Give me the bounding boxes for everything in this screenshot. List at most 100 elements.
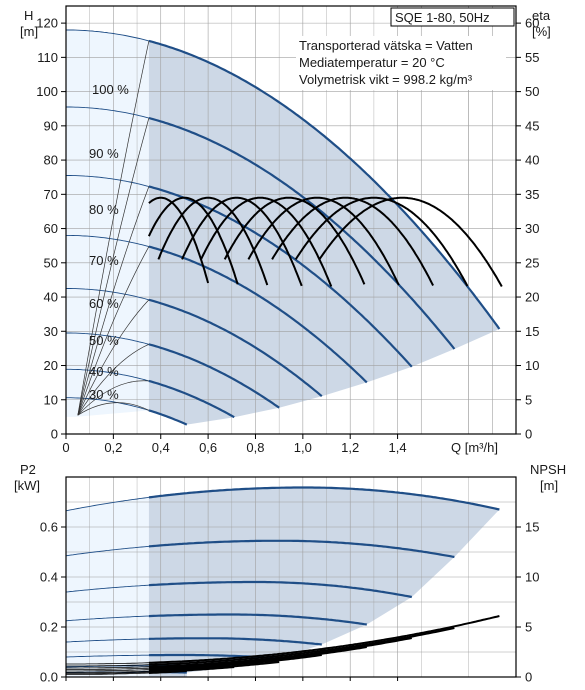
qh-curve — [148, 116, 456, 350]
qh-curve — [148, 39, 501, 330]
y-tick-label-left: 120 — [36, 16, 58, 31]
y-tick-label-left: 0 — [51, 427, 58, 442]
x-tick-label: 0,2 — [104, 440, 122, 455]
qh-curve-extension — [66, 175, 150, 187]
power-curve-extension — [66, 496, 149, 512]
npsh-curve-extension — [66, 671, 149, 674]
qh-curve-extension — [66, 397, 150, 411]
power-curve — [148, 539, 455, 559]
annotation-fluid: Transporterad vätska = Vatten — [299, 38, 473, 53]
x-tick-label: 0,6 — [199, 440, 217, 455]
power-curve — [148, 613, 367, 626]
x-tick-label: 1,4 — [389, 440, 407, 455]
speed-label: 100 % — [92, 82, 129, 97]
y-axis-unit-eta: [%] — [532, 24, 551, 39]
y-tick-label-right: 20 — [525, 290, 539, 305]
power-range-area — [148, 487, 500, 677]
operating-range-light-area — [66, 30, 149, 417]
y-tick-label-right: 45 — [525, 118, 539, 133]
y-tick-label-left: 100 — [36, 84, 58, 99]
npsh-curve-extension — [66, 666, 149, 669]
power-curve-extension — [66, 545, 149, 557]
power-curve — [148, 580, 413, 599]
y-tick-label-right: 15 — [525, 520, 539, 535]
y-tick-label-right: 5 — [525, 620, 532, 635]
y-axis-label-p2: P2 — [20, 462, 36, 477]
y-tick-label-left: 10 — [44, 392, 58, 407]
efficiency-curve — [294, 196, 469, 287]
system-curve — [77, 343, 150, 416]
y-tick-label-right: 10 — [525, 570, 539, 585]
y-tick-label-right: 30 — [525, 221, 539, 236]
npsh-curve-extension — [66, 669, 149, 672]
bottom-grid — [65, 476, 517, 678]
qh-curve-extension — [66, 368, 150, 382]
y-tick-label-left: 50 — [44, 255, 58, 270]
speed-label: 60 % — [89, 296, 119, 311]
power-range-light-area — [66, 497, 149, 677]
power-npsh-panel: 0.0 0.2 0.4 0.6 0 5 10 15 P2 [kW] NPSH [m] — [14, 462, 566, 685]
efficiency-curve — [271, 196, 434, 286]
y-tick-label-right: 35 — [525, 187, 539, 202]
qh-curve-extension — [66, 106, 150, 119]
qh-curve-extension — [66, 29, 150, 42]
head-efficiency-panel: 100 % 90 % 80 % 70 % 60 % 50 % 40 % 30 % 0 0,2 0,4… — [20, 5, 551, 455]
x-tick-label: 0,8 — [246, 440, 264, 455]
y-tick-label-left: 40 — [44, 290, 58, 305]
efficiency-curve — [148, 196, 210, 284]
speed-label: 40 % — [89, 364, 119, 379]
y-tick-label-right: 55 — [525, 50, 539, 65]
system-curve — [77, 402, 150, 416]
power-curve-extension — [66, 638, 149, 643]
efficiency-curve — [247, 196, 400, 286]
npsh-curve-extension — [66, 672, 149, 675]
power-curve-extension — [66, 654, 149, 658]
y-axis-label-eta: eta — [532, 8, 551, 23]
speed-label: 80 % — [89, 202, 119, 217]
y-tick-label-right: 50 — [525, 84, 539, 99]
y-tick-label-left: 20 — [44, 358, 58, 373]
y-tick-label-right: 10 — [525, 358, 539, 373]
annotation-temperature: Mediatemperatur = 20 °C — [299, 55, 445, 70]
info-box: SQE 1-80, 50Hz Transporterad vätska = Va… — [296, 7, 515, 90]
npsh-curve — [148, 627, 455, 666]
power-curve-extension — [66, 584, 149, 593]
efficiency-curve — [318, 196, 503, 287]
qh-curve — [148, 185, 413, 368]
system-curve — [77, 117, 150, 416]
system-curve — [77, 40, 150, 416]
qh-curve — [148, 298, 323, 398]
npsh-curve-extension — [66, 667, 149, 670]
speed-label: 90 % — [89, 146, 119, 161]
y-tick-label-left: 90 — [44, 118, 58, 133]
y-axis-label-h: H — [24, 8, 33, 23]
annotation-density: Volymetrisk vikt = 998.2 kg/m³ — [299, 72, 473, 87]
x-axis-label: Q [m³/h] — [451, 440, 498, 455]
y-tick-label-left: 30 — [44, 324, 58, 339]
y-tick-label-left: 0.2 — [40, 620, 58, 635]
y-axis-unit-p2: [kW] — [14, 478, 40, 493]
y-axis-unit-npsh: [m] — [540, 478, 558, 493]
system-curve — [77, 186, 150, 416]
efficiency-curve — [147, 196, 239, 285]
y-tick-label-right: 25 — [525, 255, 539, 270]
system-curve — [77, 299, 150, 416]
y-axis-unit-h: [m] — [20, 24, 38, 39]
npsh-curve-extension — [66, 670, 149, 673]
system-curve — [77, 380, 149, 416]
qh-curve-extension — [66, 288, 150, 301]
y-tick-label-left: 70 — [44, 187, 58, 202]
y-tick-label-left: 110 — [37, 50, 58, 65]
x-tick-label: 0,4 — [152, 440, 170, 455]
npsh-curve — [148, 654, 322, 671]
qh-curve-extension — [66, 234, 150, 248]
speed-label: 70 % — [89, 253, 119, 268]
y-tick-label-right: 0 — [525, 427, 532, 442]
y-tick-label-left: 60 — [44, 221, 58, 236]
x-tick-label: 0 — [62, 440, 69, 455]
chart-title: SQE 1-80, 50Hz — [395, 10, 490, 25]
y-tick-label-left: 0.6 — [40, 520, 58, 535]
y-tick-label-right: 5 — [525, 392, 532, 407]
efficiency-curve — [181, 196, 303, 287]
